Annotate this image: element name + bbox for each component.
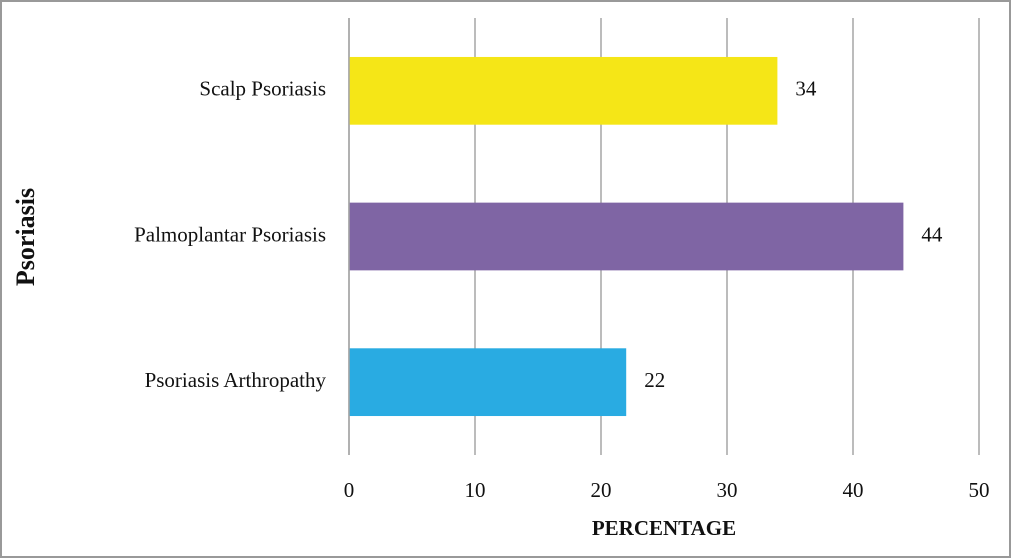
bar [349, 56, 778, 125]
x-axis-label: PERCENTAGE [592, 516, 736, 540]
x-tick-label: 40 [843, 478, 864, 502]
bar [349, 348, 627, 417]
data-label: 44 [921, 222, 943, 246]
data-label: 34 [795, 77, 817, 101]
x-tick-label: 0 [344, 478, 355, 502]
data-label: 22 [644, 368, 665, 392]
y-axis-label: Psoriasis [11, 188, 40, 286]
y-tick-label: Psoriasis Arthropathy [145, 368, 327, 392]
x-tick-label: 10 [465, 478, 486, 502]
x-tick-label: 20 [591, 478, 612, 502]
bar [349, 202, 904, 271]
y-tick-label: Scalp Psoriasis [199, 77, 326, 101]
x-tick-label: 50 [969, 478, 990, 502]
x-tick-label: 30 [717, 478, 738, 502]
y-tick-label: Palmoplantar Psoriasis [134, 222, 326, 246]
